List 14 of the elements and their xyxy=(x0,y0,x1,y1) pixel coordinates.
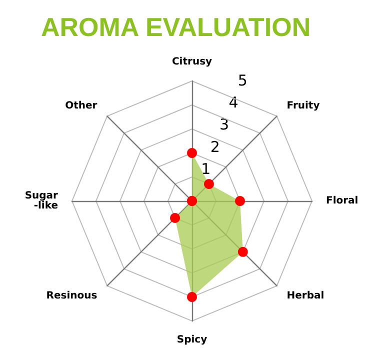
spoke-label: Other xyxy=(65,100,98,112)
spoke-label: Herbal xyxy=(286,290,324,302)
spoke-label: Citrusy xyxy=(172,56,213,68)
chart-title: AROMA EVALUATION xyxy=(41,12,311,42)
y-tick-label: 3 xyxy=(220,116,230,134)
y-tick-label: 4 xyxy=(228,93,238,112)
spoke-label: Resinous xyxy=(46,290,98,302)
spoke-label: Fruity xyxy=(286,100,320,112)
y-tick-label: 5 xyxy=(238,71,248,90)
y-tick-label: 2 xyxy=(210,138,220,156)
spoke-label: Spicy xyxy=(176,334,208,346)
spoke-label: Sugar-like xyxy=(24,190,58,212)
y-tick-label: 1 xyxy=(201,160,211,178)
spoke-label: Floral xyxy=(326,196,358,206)
